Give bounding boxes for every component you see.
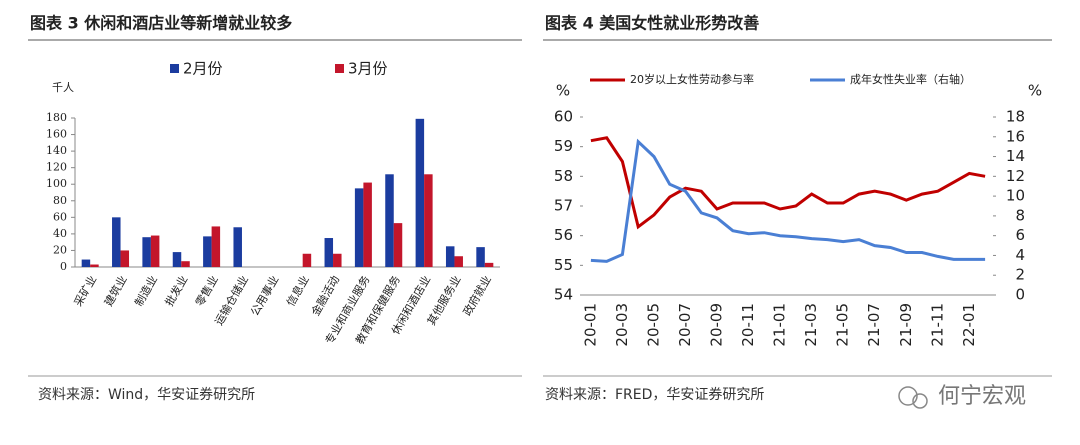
x-tick-label: 21-07 — [865, 303, 883, 347]
x-tick-label: 22-01 — [960, 303, 978, 347]
legend-label: 成年女性失业率（右轴） — [850, 72, 971, 86]
y2-tick-label: 8 — [1015, 206, 1025, 224]
x-tick-label: 20-07 — [676, 303, 694, 347]
y-tick-label: 58 — [554, 167, 573, 185]
bar — [150, 235, 160, 267]
x-tick-label: 21-03 — [802, 303, 820, 347]
legend-label: 3月份 — [348, 60, 388, 78]
bar — [415, 118, 425, 267]
y-tick-label: 60 — [53, 210, 67, 223]
x-tick-label: 21-09 — [897, 303, 915, 347]
bar — [385, 174, 394, 267]
bar — [120, 250, 130, 267]
chart-title: 图表 3 休闲和酒店业等新增就业较多 — [30, 14, 292, 33]
y-tick-label: 140 — [46, 144, 67, 157]
bar — [354, 188, 364, 267]
x-tick-label: 建筑业 — [101, 273, 130, 309]
x-tick-label: 20-11 — [739, 303, 757, 347]
y-axis-label: % — [556, 82, 570, 100]
y2-tick-label: 0 — [1015, 286, 1025, 304]
bar — [302, 253, 312, 267]
legend-label: 2月份 — [183, 60, 223, 78]
x-tick-label: 21-01 — [771, 303, 789, 347]
y-tick-label: 100 — [46, 177, 67, 190]
x-tick-label: 21-11 — [928, 303, 946, 347]
watermark: 何宁宏观 — [938, 384, 1026, 409]
bar — [324, 238, 334, 267]
bar — [333, 253, 342, 267]
y-axis-label: 千人 — [52, 81, 74, 94]
bar — [393, 223, 403, 267]
y-tick-label: 60 — [554, 108, 573, 126]
legend-swatch — [170, 64, 179, 73]
x-tick-label: 20-01 — [581, 303, 599, 347]
x-tick-label: 21-05 — [834, 303, 852, 347]
bar — [81, 259, 91, 267]
y-tick-label: 55 — [554, 256, 573, 274]
y-tick-label: 180 — [46, 111, 67, 124]
y-tick-label: 0 — [60, 260, 67, 273]
x-tick-label: 采矿业 — [72, 274, 100, 309]
bar — [172, 252, 182, 267]
y2-tick-label: 12 — [1006, 167, 1025, 185]
bar — [363, 182, 372, 267]
y2-tick-label: 6 — [1015, 226, 1025, 244]
bar — [454, 256, 463, 267]
y2-tick-label: 16 — [1006, 127, 1025, 145]
bar — [476, 247, 485, 267]
legend-label: 20岁以上女性劳动参与率 — [630, 72, 754, 86]
y-tick-label: 160 — [46, 128, 67, 141]
x-tick-label: 信息业 — [283, 273, 312, 309]
x-tick-label: 20-09 — [708, 303, 726, 347]
x-tick-label: 零售业 — [192, 273, 221, 309]
legend-swatch — [335, 64, 344, 73]
source: 资料来源：Wind，华安证券研究所 — [38, 387, 255, 403]
x-tick-label: 20-05 — [644, 303, 662, 347]
x-tick-label: 政府就业 — [460, 273, 494, 318]
y2-tick-label: 18 — [1006, 108, 1025, 126]
x-tick-label: 金融活动 — [308, 273, 342, 318]
y2-tick-label: 2 — [1015, 266, 1025, 284]
source: 资料来源：FRED，华安证券研究所 — [545, 387, 764, 403]
y-tick-label: 120 — [46, 161, 67, 174]
x-tick-label: 公用事业 — [248, 274, 281, 319]
y-tick-label: 40 — [53, 227, 67, 240]
bar — [181, 261, 190, 267]
chart-title: 图表 4 美国女性就业形势改善 — [545, 14, 759, 33]
x-tick-label: 批发业 — [162, 273, 191, 309]
y2-tick-label: 4 — [1015, 246, 1025, 264]
bar — [445, 246, 455, 267]
y2-tick-label: 14 — [1006, 147, 1025, 165]
x-tick-label: 制造业 — [131, 273, 160, 309]
bar — [424, 174, 433, 267]
y-tick-label: 56 — [554, 226, 573, 244]
line — [590, 136, 986, 230]
bar — [233, 227, 242, 267]
y-tick-label: 80 — [53, 194, 67, 207]
y-tick-label: 54 — [554, 286, 573, 304]
line — [590, 138, 986, 263]
y-tick-label: 20 — [53, 243, 67, 256]
y-tick-label: 57 — [554, 197, 573, 215]
bar — [90, 264, 99, 267]
y-tick-label: 59 — [554, 137, 573, 155]
y2-axis-label: % — [1028, 82, 1042, 100]
bar — [142, 237, 151, 267]
x-tick-label: 20-03 — [613, 303, 631, 347]
watermark-icon — [898, 386, 928, 409]
bar — [203, 236, 212, 267]
bar — [484, 262, 494, 267]
y2-tick-label: 10 — [1006, 187, 1025, 205]
bar — [112, 217, 121, 267]
bar — [211, 226, 221, 267]
